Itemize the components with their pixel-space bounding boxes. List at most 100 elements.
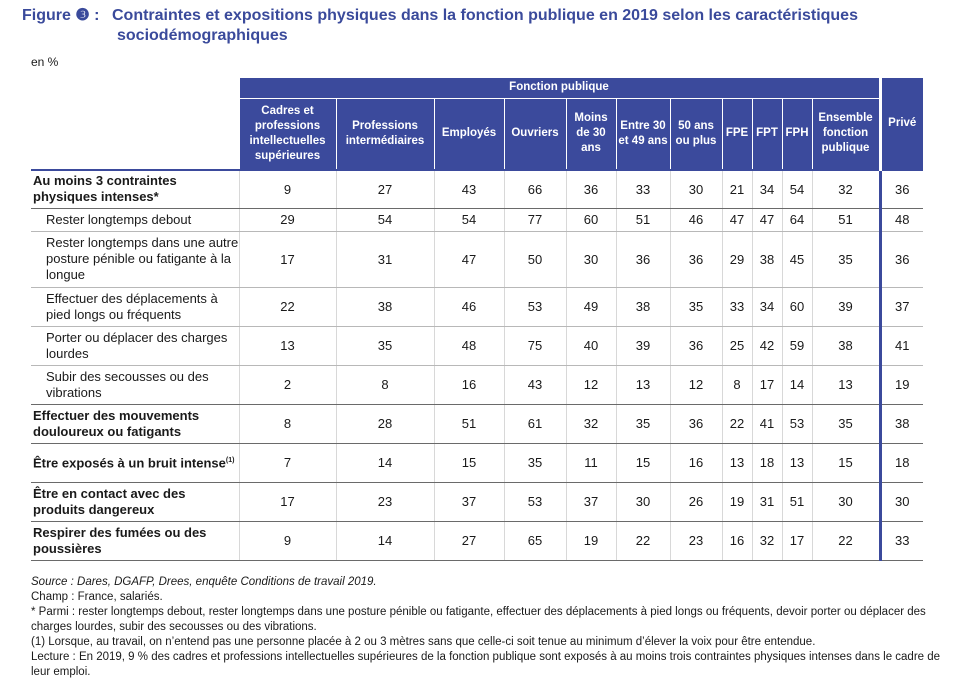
row-label: Au moins 3 contraintes physiques intense… [31,169,239,209]
table-row: Effectuer des déplacements à pied longs … [31,287,923,327]
table-cell: 35 [811,404,880,444]
table-cell: 17 [751,365,782,405]
table-cell: 43 [433,169,504,209]
table-cell: 27 [433,521,504,561]
table-cell: 15 [433,443,504,483]
row-label: Être en contact avec des produits danger… [31,482,239,522]
table-cell: 36 [878,231,923,288]
table-row: Être en contact avec des produits danger… [31,482,923,522]
table-cell: 32 [751,521,782,561]
table-cell: 60 [565,208,616,232]
table-cell: 25 [721,326,752,366]
table-cell: 38 [811,326,880,366]
table-cell: 19 [721,482,752,522]
figure-label: Figure ❸ : [22,7,100,24]
table-cell: 51 [615,208,670,232]
table-cell: 54 [433,208,504,232]
table-cell: 38 [751,231,782,288]
figure-title-line2: sociodémographiques [117,27,288,44]
table-cell: 33 [721,287,752,327]
table-cell: 30 [811,482,880,522]
table-cell: 46 [433,287,504,327]
table-cell: 11 [565,443,616,483]
table-cell: 2 [238,365,336,405]
table-cell: 47 [433,231,504,288]
note-champ: Champ : France, salariés. [31,591,163,603]
table-cell: 36 [669,326,722,366]
table-cell: 34 [751,287,782,327]
table-cell: 51 [433,404,504,444]
table-cell: 35 [615,404,670,444]
table-cell: 12 [565,365,616,405]
note-source: Source : Dares, DGAFP, Drees, enquête Co… [31,576,377,588]
group-header: Fonction publique [238,78,880,99]
table-cell: 49 [565,287,616,327]
table-cell: 17 [238,231,336,288]
col-header: Cadres et professions intellectuelles su… [238,98,336,170]
figure-title: Figure ❸ : Contraintes et expositions phy… [22,6,942,46]
table-cell: 29 [238,208,336,232]
col-header: Professions intermédiaires [335,98,434,170]
table-cell: 42 [751,326,782,366]
table-cell: 54 [781,169,812,209]
col-header: 50 ans ou plus [669,98,722,170]
table-cell: 9 [238,169,336,209]
table-cell: 41 [751,404,782,444]
table-cell: 36 [669,404,722,444]
table-cell: 18 [751,443,782,483]
table-cell: 12 [669,365,722,405]
table-cell: 14 [335,521,434,561]
table-cell: 22 [238,287,336,327]
table-cell: 29 [721,231,752,288]
table-cell: 28 [335,404,434,444]
table-cell: 13 [781,443,812,483]
row-label: Rester longtemps debout [31,208,239,232]
table-cell: 37 [433,482,504,522]
table-cell: 35 [669,287,722,327]
table-cell: 19 [878,365,923,405]
table-row: Au moins 3 contraintes physiques intense… [31,169,923,209]
table-cell: 38 [615,287,670,327]
row-label: Être exposés à un bruit intense(1) [31,443,239,483]
table-cell: 22 [811,521,880,561]
table-cell: 40 [565,326,616,366]
note-1: (1) Lorsque, au travail, on n’entend pas… [31,636,816,648]
table-row: Porter ou déplacer des charges lourdes 13… [31,326,923,366]
table-cell: 27 [335,169,434,209]
col-header: Moins de 30 ans [565,98,616,170]
table-cell: 39 [811,287,880,327]
table-cell: 16 [721,521,752,561]
table-cell: 23 [335,482,434,522]
table-cell: 9 [238,521,336,561]
table-cell: 35 [503,443,566,483]
row-label: Rester longtemps dans une autre posture … [31,231,239,288]
table-cell: 53 [503,287,566,327]
col-header: Entre 30 et 49 ans [615,98,670,170]
table-cell: 37 [565,482,616,522]
footnote-marker: (1) [225,457,235,465]
table-cell: 14 [781,365,812,405]
table-row: Rester longtemps dans une autre posture … [31,231,923,288]
row-label: Effectuer des déplacements à pied longs … [31,287,239,327]
table-cell: 75 [503,326,566,366]
table-cell: 36 [615,231,670,288]
table-cell: 14 [335,443,434,483]
table-cell: 65 [503,521,566,561]
table-cell: 31 [335,231,434,288]
table-cell: 33 [878,521,923,561]
col-header-prive: Privé [878,78,923,170]
table-cell: 60 [781,287,812,327]
table-cell: 31 [751,482,782,522]
table-row: Respirer des fumées ou des poussières 9 14… [31,521,923,561]
table-cell: 41 [878,326,923,366]
table-cell: 8 [238,404,336,444]
table-cell: 54 [335,208,434,232]
table-cell: 13 [811,365,880,405]
table-cell: 34 [751,169,782,209]
table-cell: 53 [503,482,566,522]
row-label: Subir des secousses ou des vibrations [31,365,239,405]
table-cell: 30 [565,231,616,288]
table-cell: 8 [335,365,434,405]
col-header: Ensemble fonction publique [811,98,880,170]
table-cell: 33 [615,169,670,209]
